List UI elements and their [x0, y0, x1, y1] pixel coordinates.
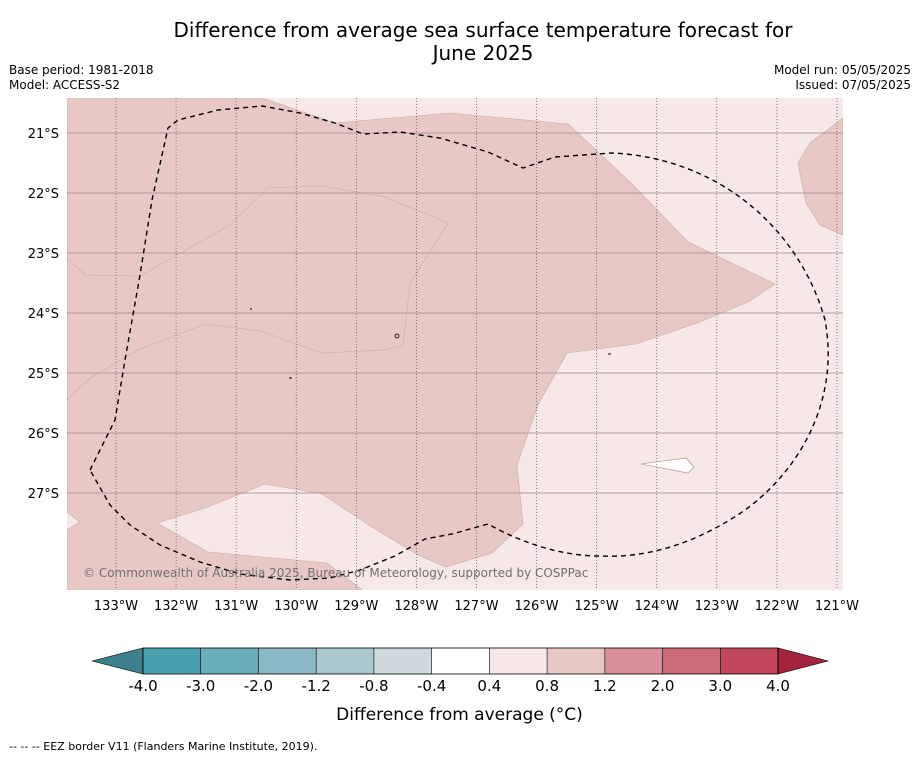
colorbar-segment	[373, 648, 432, 674]
colorbar-tick-label: 0.8	[535, 677, 559, 695]
colorbar-tick-label: 1.2	[593, 677, 617, 695]
longitude-label: 131°W	[214, 599, 258, 614]
colorbar-tick-label: -0.8	[359, 677, 388, 695]
longitude-label: 125°W	[575, 599, 619, 614]
latitude-label: 22°S	[28, 187, 59, 202]
longitude-label: 132°W	[154, 599, 198, 614]
colorbar-tick-label: 3.0	[708, 677, 732, 695]
longitude-label: 123°W	[695, 599, 739, 614]
latitude-label: 21°S	[28, 127, 59, 142]
map-gridlines	[67, 98, 843, 590]
anomaly-fill-white	[640, 457, 695, 474]
longitude-label: 128°W	[394, 599, 438, 614]
model-run: Model run: 05/05/2025	[773, 63, 911, 77]
longitude-label: 127°W	[454, 599, 498, 614]
colorbar-tick-label: -3.0	[186, 677, 215, 695]
latitude-labels: 21°S 22°S 23°S 24°S 25°S 26°S 27°S	[28, 127, 59, 502]
model-name: Model: ACCESS-S2	[9, 78, 121, 92]
colorbar-tick-label: 2.0	[651, 677, 675, 695]
colorbar-tick-label: -0.4	[417, 677, 446, 695]
colorbar-under-extension	[91, 647, 144, 675]
colorbar-segment	[662, 648, 721, 674]
colorbar-tick-label: 0.4	[477, 677, 501, 695]
longitude-label: 124°W	[635, 599, 679, 614]
base-period: Base period: 1981-2018	[9, 63, 154, 77]
anomaly-fill-medium-east	[797, 117, 843, 236]
colorbar-segment	[143, 648, 201, 674]
map-area: © Commonwealth of Australia 2025, Bureau…	[67, 98, 843, 590]
latitude-label: 24°S	[28, 307, 59, 322]
colorbar: -4.0 -3.0 -2.0 -1.2 -0.8 -0.4 0.4 0.8 1.2 2.0 3.0 4…	[91, 647, 830, 695]
colorbar-tick-label: -1.2	[302, 677, 331, 695]
chart-title: Difference from average sea surface temp…	[0, 19, 919, 65]
colorbar-title: Difference from average (°C)	[336, 705, 583, 725]
longitude-labels: 133°W 132°W 131°W 130°W 129°W 128°W 127°W 126°W…	[94, 599, 859, 614]
colorbar-over-extension	[777, 647, 830, 675]
title-line-1: Difference from average sea surface temp…	[173, 18, 793, 42]
latitude-label: 26°S	[28, 427, 59, 442]
small-contour-1	[394, 333, 400, 339]
colorbar-tick-label: 4.0	[766, 677, 790, 695]
colorbar-tick-label: -2.0	[244, 677, 273, 695]
latitude-label: 27°S	[28, 487, 59, 502]
longitude-label: 130°W	[274, 599, 318, 614]
latitude-label: 23°S	[28, 247, 59, 262]
colorbar-segment	[489, 648, 548, 674]
issued-date: Issued: 07/05/2025	[795, 78, 911, 92]
colorbar-segment	[200, 648, 259, 674]
colorbar-segment	[431, 648, 490, 674]
meta-left: Base period: 1981-2018 Model: ACCESS-S2	[9, 63, 154, 93]
meta-right: Model run: 05/05/2025 Issued: 07/05/2025	[774, 63, 911, 93]
colorbar-segment	[316, 648, 374, 674]
colorbar-segment	[720, 648, 778, 674]
longitude-label: 129°W	[334, 599, 378, 614]
eez-border-line	[89, 105, 829, 581]
colorbar-segment	[258, 648, 317, 674]
title-line-2: June 2025	[432, 41, 534, 65]
longitude-label: 126°W	[514, 599, 558, 614]
longitude-label: 133°W	[94, 599, 138, 614]
eez-legend-footer: -- -- -- EEZ border V11 (Flanders Marine…	[9, 740, 318, 753]
colorbar-segment	[604, 648, 663, 674]
longitude-label: 121°W	[815, 599, 859, 614]
longitude-label: 122°W	[755, 599, 799, 614]
attribution-text: © Commonwealth of Australia 2025, Bureau…	[83, 566, 588, 580]
latitude-label: 25°S	[28, 367, 59, 382]
colorbar-tick-label: -4.0	[128, 677, 157, 695]
colorbar-segment	[547, 648, 605, 674]
